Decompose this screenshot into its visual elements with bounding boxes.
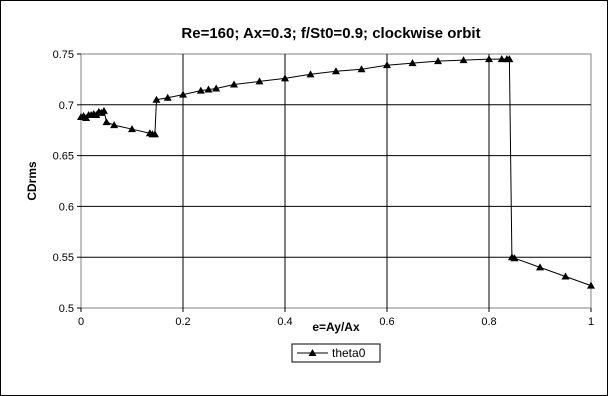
data-point bbox=[510, 254, 519, 262]
legend: theta0 bbox=[291, 343, 381, 363]
data-point bbox=[281, 74, 289, 82]
data-point bbox=[434, 57, 442, 65]
legend-box bbox=[291, 343, 381, 363]
x-tick-label: 1 bbox=[588, 316, 594, 328]
y-tick-label: 0.5 bbox=[59, 303, 74, 315]
x-axis-ticks: 0 0.2 0.4 0.6 0.8 1 bbox=[78, 308, 594, 328]
data-point bbox=[128, 125, 136, 133]
data-point bbox=[230, 80, 238, 88]
y-tick-label: 0.55 bbox=[53, 252, 74, 264]
data-point bbox=[459, 56, 468, 64]
legend-label: theta0 bbox=[332, 346, 366, 360]
x-tick-label: 0.8 bbox=[481, 316, 496, 328]
x-tick-label: 0.4 bbox=[277, 316, 292, 328]
data-point bbox=[485, 55, 493, 63]
data-point bbox=[561, 272, 570, 280]
x-axis-label: e=Ay/Ax bbox=[312, 320, 360, 334]
chart-title: Re=160; Ax=0.3; f/St0=0.9; clockwise orb… bbox=[181, 25, 480, 42]
y-tick-label: 0.65 bbox=[53, 151, 74, 163]
data-point bbox=[497, 55, 506, 63]
data-point bbox=[587, 281, 595, 289]
data-point bbox=[505, 55, 514, 63]
data-point bbox=[536, 263, 544, 271]
data-point bbox=[110, 121, 119, 129]
y-tick-label: 0.6 bbox=[59, 201, 74, 213]
data-point bbox=[383, 61, 391, 69]
data-point bbox=[163, 93, 172, 101]
data-point bbox=[255, 77, 264, 85]
data-point bbox=[152, 95, 161, 103]
data-point bbox=[408, 59, 417, 67]
data-point bbox=[204, 85, 213, 93]
series-group bbox=[77, 55, 595, 289]
legend-marker bbox=[308, 349, 317, 356]
data-point bbox=[196, 86, 205, 94]
x-tick-label: 0.6 bbox=[379, 316, 394, 328]
y-tick-label: 0.7 bbox=[59, 100, 74, 112]
plot-area bbox=[80, 53, 592, 309]
data-point bbox=[102, 118, 111, 126]
gridlines bbox=[81, 54, 591, 308]
data-point bbox=[212, 84, 221, 92]
data-point bbox=[306, 70, 315, 78]
y-axis-label: CDrms bbox=[25, 161, 39, 201]
y-tick-label: 0.75 bbox=[53, 49, 74, 61]
data-point bbox=[357, 65, 366, 73]
data-point bbox=[99, 106, 108, 114]
x-tick-label: 0.2 bbox=[175, 316, 190, 328]
x-tick-label: 0 bbox=[78, 316, 84, 328]
y-axis-ticks: 0.5 0.55 0.6 0.65 0.7 0.75 bbox=[53, 49, 81, 315]
data-point bbox=[332, 67, 340, 75]
data-point bbox=[150, 130, 159, 138]
data-point bbox=[179, 90, 187, 98]
